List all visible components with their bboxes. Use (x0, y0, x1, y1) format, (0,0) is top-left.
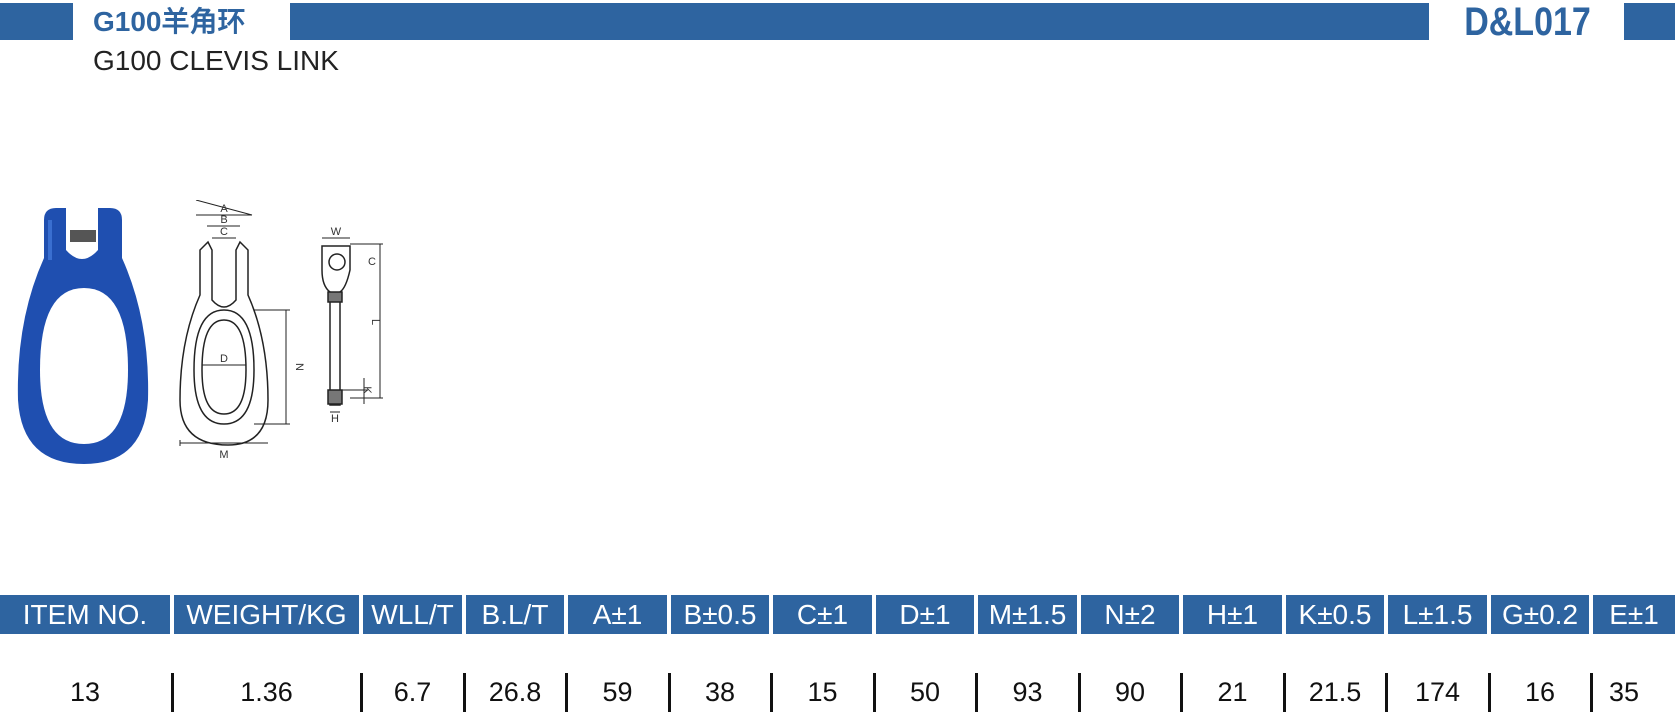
dimension-label: K (361, 386, 373, 394)
cell-divider (975, 673, 978, 712)
column-header: C±1 (773, 595, 872, 634)
header-bar (1624, 3, 1675, 40)
table-cell: 16 (1524, 677, 1556, 707)
cell-divider (1283, 673, 1286, 712)
column-header: B±0.5 (671, 595, 769, 634)
dimension-label: H (331, 413, 339, 425)
column-header: N±2 (1081, 595, 1179, 634)
cell-divider (1385, 673, 1388, 712)
table-cell: 174 (1414, 677, 1461, 707)
header-bar (290, 3, 1429, 40)
column-header: K±0.5 (1286, 595, 1384, 634)
side-drawing (321, 237, 383, 413)
dimension-label: W (331, 226, 342, 238)
column-header: G±0.2 (1491, 595, 1589, 634)
dimension-label: C (220, 226, 228, 238)
cell-divider (1590, 673, 1593, 712)
column-header: H±1 (1183, 595, 1282, 634)
cell-divider (565, 673, 568, 712)
title: G100羊角环 (93, 6, 246, 37)
clevis-photo (17, 208, 149, 464)
cell-divider (171, 673, 174, 712)
column-header: WLL/T (363, 595, 462, 634)
table-cell: 21 (1217, 677, 1248, 707)
dimension-label: L (369, 319, 381, 325)
column-header: D±1 (876, 595, 974, 634)
table-cell: 59 (602, 677, 633, 707)
column-header: WEIGHT/KG (174, 595, 359, 634)
dimension-label: A (220, 203, 228, 215)
front-drawing (179, 200, 290, 446)
dimension-label: C (368, 256, 376, 268)
cell-divider (1078, 673, 1081, 712)
table-cell: 93 (1012, 677, 1043, 707)
dimension-label: B (220, 214, 227, 226)
dimension-label: D (220, 353, 228, 365)
table-cell: 15 (807, 677, 838, 707)
cell-divider (668, 673, 671, 712)
product-code: D&L017 (1464, 0, 1591, 44)
cell-divider (463, 673, 466, 712)
table-cell: 90 (1114, 677, 1146, 707)
column-header: L±1.5 (1388, 595, 1487, 634)
table-cell: 26.8 (488, 677, 542, 707)
table-cell: 50 (909, 677, 941, 707)
table-cell: 13 (69, 677, 101, 707)
column-header: B.L/T (466, 595, 564, 634)
column-header: A±1 (568, 595, 667, 634)
table-cell: 38 (704, 677, 736, 707)
cell-divider (1180, 673, 1183, 712)
table-cell: 1.36 (240, 677, 293, 707)
cell-divider (1488, 673, 1491, 712)
table-cell: 21.5 (1308, 677, 1362, 707)
table-cell: 6.7 (393, 677, 432, 707)
cell-divider (360, 673, 363, 712)
column-header: M±1.5 (978, 595, 1077, 634)
column-header: E±1 (1593, 595, 1675, 634)
dimension-label: N (293, 363, 305, 371)
column-header: ITEM NO. (0, 595, 170, 634)
dimension-label: M (219, 449, 228, 461)
header-bar (0, 3, 73, 40)
cell-divider (873, 673, 876, 712)
subtitle: G100 CLEVIS LINK (93, 45, 339, 76)
table-cell: 35 (1608, 677, 1640, 707)
cell-divider (770, 673, 773, 712)
